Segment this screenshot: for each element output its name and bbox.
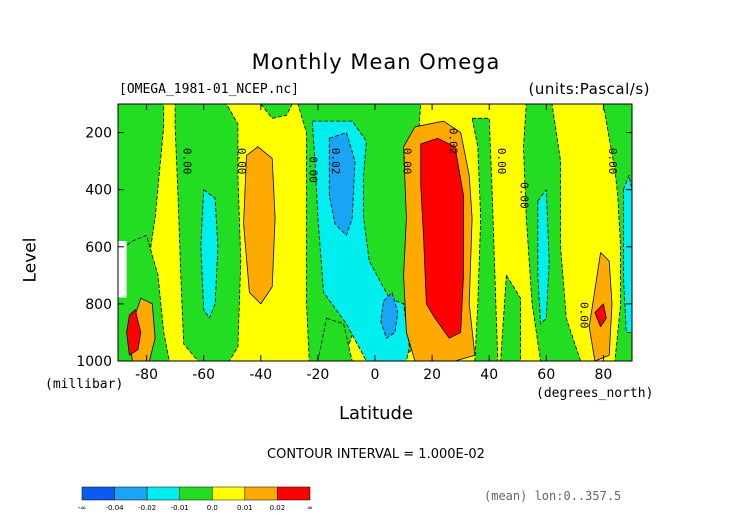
y-axis-units: (millibar) [45,377,124,392]
contour-interval-label: CONTOUR INTERVAL = 1.000E-02 [267,447,485,462]
contour-label: 0.00 [235,148,248,175]
units-label: (units:Pascal/s) [528,80,650,98]
x-tick-label: 60 [537,367,555,383]
contour-region-m01-0 [260,104,293,119]
y-tick-label: 600 [85,240,112,256]
colorbar-label: 0.01 [237,504,253,512]
colorbar-swatch [277,486,311,501]
x-tick-label: 20 [423,367,441,383]
colorbar-label: -0.04 [106,504,125,512]
x-tick-label: 40 [480,367,498,383]
contour-region-gt-02 [420,137,464,339]
x-tick-label: -80 [135,367,158,383]
contour-label: 0.02 [329,148,342,175]
colorbar-swatch [81,486,115,501]
x-axis-label: Latitude [338,403,414,424]
colorbar-label: 0.02 [270,504,286,512]
contour-region-gt-02 [594,303,607,328]
contour-region-gt-02 [126,309,142,356]
missing-data-patch [118,241,127,298]
x-tick-label: -40 [249,367,272,383]
colorbar-swatch [212,486,246,501]
contour-region-m02-m01 [537,189,550,325]
contour-region-01-02 [243,146,276,305]
contour-label-layer: 0.00 0.00 0.00 0.02 0.00 0.02 0.00 0.00 0.00 0.00 [181,128,619,329]
colorbar-swatch [114,486,148,501]
colorbar-swatch [179,486,213,501]
averaging-note: (mean) lon:0..357.5 [484,489,622,503]
colorbar-label: -∞ [78,504,86,512]
colorbar-label: 0.0 [207,504,218,512]
contour-fill-layer [118,104,632,361]
x-tick-label: -60 [192,367,215,383]
x-axis-units: (degrees_north) [536,386,654,401]
contour-region-m01-0 [471,117,499,361]
contour-region-m04-m02 [380,292,399,339]
y-tick-label: 200 [85,126,112,142]
chart-title: Monthly Mean Omega [251,50,501,74]
contour-label: 0.00 [401,148,414,175]
x-tick-label: 0 [371,367,380,383]
colorbar-label: -0.02 [138,504,156,512]
contour-region-m04-m02 [328,132,356,236]
contour-region-m01-0 [317,317,353,361]
contour-region-m02-m01 [623,174,632,333]
contour-label: 0.00 [606,148,619,175]
x-tick-label: -20 [306,367,329,383]
contour-label: 0.00 [518,182,531,209]
contour-label: 0.00 [181,148,194,175]
contour-label: 0.02 [446,128,459,155]
contour-label: 0.00 [578,302,591,329]
colorbar-swatch [244,486,278,501]
contour-region-m02-m01 [200,189,219,319]
axis-ticks: -80 -60 -40 -20 0 20 40 60 80 200 400 600 800 1000 [76,104,632,383]
y-tick-label: 800 [85,297,112,313]
contour-label: 0.00 [495,148,508,175]
contour-region-m01-0 [500,274,521,361]
y-tick-label: 1000 [76,354,112,370]
y-axis-label: Level [20,237,41,283]
colorbar-swatch [146,486,180,501]
y-tick-label: 400 [85,183,112,199]
contour-label: 0.00 [306,156,319,183]
dataset-label: [OMEGA_1981-01_NCEP.nc] [119,82,300,97]
x-tick-label: 80 [595,367,613,383]
colorbar-label: -0.01 [171,504,189,512]
colorbar-label: ∞ [307,504,313,512]
colorbar: -∞ -0.04 -0.02 -0.01 0.0 0.01 0.02 ∞ [78,486,313,512]
contour-region-m01-0 [523,104,581,361]
